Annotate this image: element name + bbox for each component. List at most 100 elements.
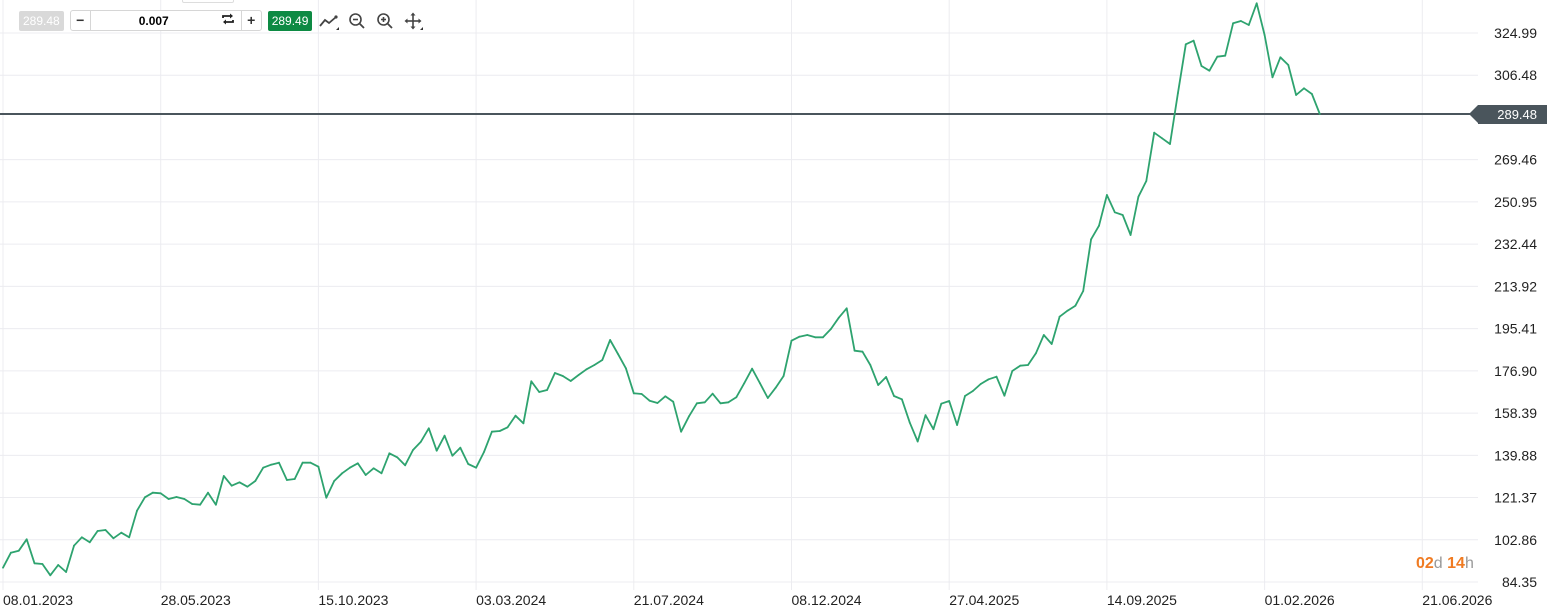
data-point [349,466,351,469]
data-point [1058,315,1061,318]
data-point [151,491,154,494]
price-series-line [2,2,1321,577]
data-point [522,422,525,425]
data-point [459,446,462,449]
data-point [483,451,485,453]
data-point [317,465,320,468]
data-point [41,563,44,565]
data-point [1003,394,1006,397]
data-point [159,492,162,495]
data-point [1318,113,1321,115]
data-point [435,449,438,452]
decrease-quantity-button[interactable]: − [71,11,91,30]
increase-quantity-button[interactable]: + [240,11,261,30]
data-point [1066,309,1069,312]
data-point [625,367,627,370]
data-point [695,402,698,405]
data-point [1279,56,1282,59]
data-point [1184,43,1187,46]
data-point [222,475,225,477]
quantity-stepper: − + [69,10,262,31]
data-point [688,415,690,418]
data-point [1192,39,1195,42]
data-point [1311,93,1313,95]
data-point [979,383,982,385]
data-point [601,359,604,361]
line-chart-type-icon[interactable] [318,11,340,31]
data-point [1019,364,1022,367]
data-point [1145,180,1148,182]
countdown-days: 02 [1416,555,1434,572]
candle-countdown: 02d 14h [1416,555,1474,573]
data-point [585,368,588,371]
bid-price-button[interactable]: 289.48 [19,10,64,31]
data-point [569,380,572,382]
y-tick-label: 213.92 [1494,278,1537,294]
data-point [1169,143,1171,145]
y-tick-label: 102.86 [1494,532,1537,548]
countdown-hours: 14 [1447,555,1465,572]
data-point [246,485,249,488]
x-tick-label: 01.02.2026 [1265,592,1335,608]
data-point [80,536,83,539]
x-axis-labels: 08.01.2023 28.05.2023 15.10.2023 03.03.2024… [3,592,1493,608]
x-tick-label: 08.12.2024 [792,592,862,608]
data-point [341,472,343,475]
zoom-out-icon[interactable] [346,11,368,31]
data-point [207,491,209,494]
data-point [262,466,265,469]
y-tick-label: 158.39 [1494,405,1537,421]
data-point [995,375,998,378]
data-point [1240,20,1242,22]
data-point [1042,334,1045,336]
data-point [467,463,470,465]
data-point [270,463,272,466]
tab-stub[interactable] [182,0,234,3]
data-point [388,452,391,455]
data-point [404,464,407,467]
y-tick-label: 139.88 [1494,447,1537,463]
data-point [759,382,761,385]
data-point [88,541,91,544]
y-tick-label: 176.90 [1494,363,1537,379]
data-point [790,339,793,342]
swap-icon[interactable] [221,12,235,30]
data-point [577,374,580,376]
data-point [877,384,880,386]
data-point [893,395,895,397]
data-point [1153,131,1156,134]
data-point [814,336,817,339]
data-point [538,391,541,393]
data-point [1137,195,1140,198]
series-points [2,2,1321,577]
data-point [309,461,312,464]
data-point [900,398,903,401]
data-point [1161,137,1163,140]
y-tick-label: 306.48 [1494,67,1537,83]
data-point [1271,76,1274,79]
data-point [932,428,935,431]
data-point [333,480,336,482]
data-point [956,424,958,426]
data-point [774,386,777,389]
data-point [175,496,178,498]
data-point [49,574,52,577]
data-point [183,498,186,500]
data-point [191,503,194,505]
data-point [278,461,280,464]
data-point [490,430,493,433]
data-point [632,392,635,395]
data-point [1074,304,1077,307]
data-point [1129,234,1132,236]
x-tick-label: 28.05.2023 [161,592,231,608]
quantity-input[interactable] [98,13,209,28]
zoom-in-icon[interactable] [374,11,396,31]
pan-move-icon[interactable] [402,11,424,31]
ask-price-button[interactable]: 289.49 [267,10,313,31]
data-point [238,481,241,484]
data-point [498,430,501,432]
data-point [735,396,738,399]
data-point [396,456,399,459]
data-point [916,440,919,443]
